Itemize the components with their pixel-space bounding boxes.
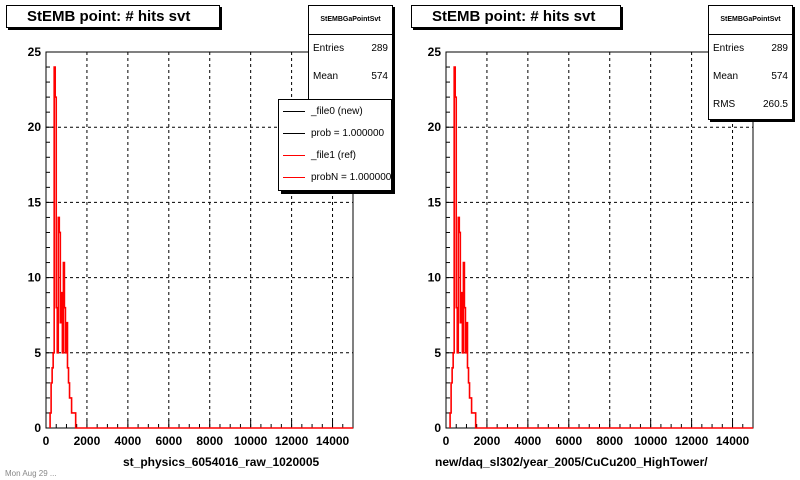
legend-label-prob: prob = 1.000000: [311, 127, 385, 139]
right-plot-frame: [445, 51, 754, 429]
left-stats-entries-label: Entries: [313, 43, 345, 54]
right-x-tick-label: 10000: [634, 434, 668, 448]
right-y-tick-label: 10: [428, 271, 442, 285]
right-x-tick-label: 2000: [474, 434, 501, 448]
legend-entry-prob: prob = 1.000000: [279, 122, 391, 144]
footer-timestamp: Mon Aug 29 ...: [5, 469, 57, 478]
legend-label-file1: _file1 (ref): [311, 149, 357, 161]
left-x-tick-label: 0: [43, 434, 50, 448]
left-panel-title: StEMB point: # hits svt: [6, 5, 220, 28]
legend-swatch-probn: [283, 176, 305, 178]
right-stats-mean-label: Mean: [713, 71, 739, 82]
left-y-tick-label: 10: [28, 271, 42, 285]
left-x-tick-label: 10000: [234, 434, 268, 448]
left-x-tick-label: 12000: [275, 434, 309, 448]
left-x-tick-label: 14000: [316, 434, 350, 448]
right-y-tick-label: 5: [434, 346, 441, 360]
right-stats-name: StEMBGaPointSvt: [709, 6, 792, 35]
left-x-tick-label: 4000: [115, 434, 142, 448]
right-x-tick-label: 0: [443, 434, 450, 448]
left-y-tick-label: 25: [28, 45, 42, 59]
legend-label-file0: _file0 (new): [311, 105, 363, 117]
right-stats-box: StEMBGaPointSvt Entries 289 Mean 574 RMS 26…: [708, 5, 793, 120]
right-y-tick-label: 20: [428, 120, 442, 134]
right-y-tick-label: 0: [434, 421, 441, 435]
left-series-ref-histogram: [49, 66, 353, 429]
left-stats-mean-value: 574: [371, 71, 388, 82]
left-stats-entries-value: 289: [371, 43, 388, 54]
left-x-tick-label: 2000: [74, 434, 101, 448]
right-y-tick-label: 15: [428, 195, 442, 209]
legend-entry-probn: probN = 1.000000: [279, 166, 392, 188]
left-x-tick-label: 8000: [196, 434, 223, 448]
left-stats-name: StEMBGaPointSvt: [309, 6, 392, 35]
right-x-tick-label: 12000: [675, 434, 709, 448]
legend-label-probn: probN = 1.000000: [311, 171, 392, 183]
right-stats-entries-label: Entries: [713, 43, 745, 54]
left-x-axis-title: st_physics_6054016_raw_1020005: [123, 455, 320, 469]
legend-entry-file0: _file0 (new): [279, 100, 391, 122]
right-stats-mean-value: 574: [771, 71, 788, 82]
right-series-ref-histogram: [449, 66, 753, 429]
left-y-tick-label: 20: [28, 120, 42, 134]
left-y-tick-label: 0: [34, 421, 41, 435]
right-x-tick-label: 4000: [515, 434, 542, 448]
legend-entry-file1: _file1 (ref): [279, 144, 391, 166]
legend-swatch-file1: [283, 154, 305, 156]
right-x-tick-label: 14000: [716, 434, 750, 448]
right-x-axis-title: new/daq_sl302/year_2005/CuCu200_HighTowe…: [435, 455, 708, 469]
legend-swatch-file0: [283, 110, 305, 112]
right-stats-entries-value: 289: [771, 43, 788, 54]
left-y-tick-label: 5: [34, 346, 41, 360]
right-x-tick-label: 8000: [596, 434, 623, 448]
right-x-tick-label: 6000: [555, 434, 582, 448]
right-panel-title: StEMB point: # hits svt: [411, 5, 621, 28]
right-y-tick-label: 25: [428, 45, 442, 59]
left-stats-mean-label: Mean: [313, 71, 339, 82]
left-legend: _file0 (new) prob = 1.000000 _file1 (ref…: [278, 99, 392, 191]
legend-swatch-prob: [283, 132, 305, 134]
left-y-tick-label: 15: [28, 195, 42, 209]
right-stats-rms-label: RMS: [713, 99, 736, 110]
left-x-tick-label: 6000: [155, 434, 182, 448]
right-stats-rms-value: 260.5: [762, 99, 788, 110]
